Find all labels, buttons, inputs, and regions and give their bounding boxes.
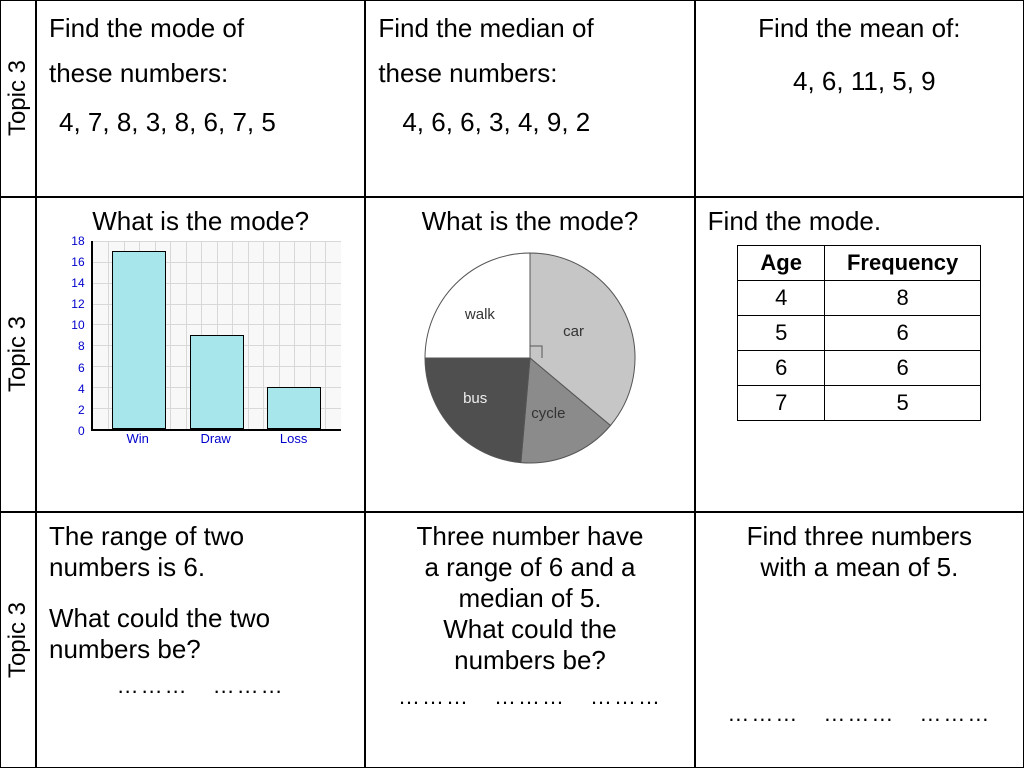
answer-blanks: ……… ……… ……… bbox=[378, 684, 681, 710]
answer-blank: ……… bbox=[398, 684, 470, 710]
answer-blank: ……… bbox=[213, 673, 285, 699]
question-text: Find the mean of: bbox=[708, 13, 1011, 44]
question-title: What is the mode? bbox=[378, 206, 681, 237]
bar-ylabel: 12 bbox=[71, 297, 84, 311]
cell-r3c2: Three number have a range of 6 and a med… bbox=[365, 512, 694, 768]
cell-r1c3: Find the mean of: 4, 6, 11, 5, 9 bbox=[695, 0, 1024, 197]
bar-ylabel: 16 bbox=[71, 255, 84, 269]
question-numbers: 4, 6, 11, 5, 9 bbox=[708, 66, 1011, 97]
question-text: Find the median of bbox=[378, 13, 681, 44]
bar-chart: 024681012141618 WinDrawLoss bbox=[61, 241, 341, 451]
bar-xcats: Win Draw Loss bbox=[91, 431, 341, 451]
bar-ylabel: 0 bbox=[78, 424, 85, 438]
question-text: median of 5. bbox=[378, 583, 681, 614]
question-numbers: 4, 7, 8, 3, 8, 6, 7, 5 bbox=[49, 107, 352, 138]
row-label-text: Topic 3 bbox=[4, 602, 32, 678]
row-label-text: Topic 3 bbox=[4, 316, 32, 392]
question-text: these numbers: bbox=[378, 58, 681, 89]
question-numbers: 4, 6, 6, 3, 4, 9, 2 bbox=[378, 107, 681, 138]
table-cell: 4 bbox=[738, 280, 825, 315]
bar-xlabel: Loss bbox=[267, 431, 321, 451]
question-text: numbers be? bbox=[378, 645, 681, 676]
table-cell: 7 bbox=[738, 385, 825, 420]
table-header: Age bbox=[738, 245, 825, 280]
question-text: Find three numbers bbox=[708, 521, 1011, 552]
table-cell: 6 bbox=[824, 315, 980, 350]
bar-ylabel: 10 bbox=[71, 318, 84, 332]
frequency-table: AgeFrequency 48566675 bbox=[737, 245, 981, 421]
table-cell: 6 bbox=[824, 350, 980, 385]
table-cell: 6 bbox=[738, 350, 825, 385]
table-row: 48 bbox=[738, 280, 981, 315]
question-title: Find the mode. bbox=[708, 206, 1011, 237]
question-text: The range of two bbox=[49, 521, 352, 552]
question-text: What could the two bbox=[49, 603, 352, 634]
question-text: numbers is 6. bbox=[49, 552, 352, 583]
bar-bars bbox=[93, 241, 341, 429]
bar-ylabel: 2 bbox=[78, 403, 85, 417]
cell-r3c1: The range of two numbers is 6. What coul… bbox=[36, 512, 365, 768]
bar-xlabel: Win bbox=[111, 431, 165, 451]
table-row: 75 bbox=[738, 385, 981, 420]
bar-ylabel: 4 bbox=[78, 382, 85, 396]
question-text: Find the mode of bbox=[49, 13, 352, 44]
pie-slice-label: bus bbox=[463, 390, 487, 407]
pie-slice-label: car bbox=[563, 323, 584, 340]
answer-blanks: ……… ……… bbox=[49, 673, 352, 699]
table-header: Frequency bbox=[824, 245, 980, 280]
bar bbox=[190, 335, 244, 429]
row-label-text: Topic 3 bbox=[4, 60, 32, 136]
pie-slice-label: cycle bbox=[531, 405, 565, 422]
table-cell: 5 bbox=[824, 385, 980, 420]
cell-r3c3: Find three numbers with a mean of 5. ………… bbox=[695, 512, 1024, 768]
question-title: What is the mode? bbox=[49, 206, 352, 237]
pie-chart: car cycle bus walk bbox=[415, 243, 645, 473]
table-cell: 8 bbox=[824, 280, 980, 315]
cell-r1c1: Find the mode of these numbers: 4, 7, 8,… bbox=[36, 0, 365, 197]
row-label: Topic 3 bbox=[0, 197, 36, 512]
bar-ylabel: 18 bbox=[71, 234, 84, 248]
row-label: Topic 3 bbox=[0, 0, 36, 197]
question-text: a range of 6 and a bbox=[378, 552, 681, 583]
question-text: these numbers: bbox=[49, 58, 352, 89]
pie-slice-label: walk bbox=[465, 306, 495, 323]
cell-r2c3: Find the mode. AgeFrequency 48566675 bbox=[695, 197, 1024, 512]
answer-blank: ……… bbox=[727, 701, 799, 727]
question-text: numbers be? bbox=[49, 634, 352, 665]
answer-blanks: ……… ……… ……… bbox=[708, 701, 1011, 727]
bar-ylabel: 14 bbox=[71, 276, 84, 290]
table-row: 56 bbox=[738, 315, 981, 350]
bar-yaxis: 024681012141618 bbox=[61, 241, 87, 431]
worksheet-grid: Topic 3 Find the mode of these numbers: … bbox=[0, 0, 1024, 768]
question-text: with a mean of 5. bbox=[708, 552, 1011, 583]
answer-blank: ……… bbox=[590, 684, 662, 710]
bar-xlabel: Draw bbox=[189, 431, 243, 451]
table-cell: 5 bbox=[738, 315, 825, 350]
answer-blank: ……… bbox=[117, 673, 189, 699]
table-row: 66 bbox=[738, 350, 981, 385]
bar-ylabel: 6 bbox=[78, 361, 85, 375]
question-text: Three number have bbox=[378, 521, 681, 552]
pie-slice bbox=[425, 358, 530, 463]
cell-r2c1: What is the mode? 0 2 4 6 8 10 12 14 16 18 Win Dra… bbox=[36, 197, 365, 512]
cell-r1c2: Find the median of these numbers: 4, 6, … bbox=[365, 0, 694, 197]
cell-r2c2: What is the mode? car cycle bus walk bbox=[365, 197, 694, 512]
answer-blank: ……… bbox=[823, 701, 895, 727]
answer-blank: ……… bbox=[919, 701, 991, 727]
answer-blank: ……… bbox=[494, 684, 566, 710]
bar bbox=[267, 387, 321, 429]
row-label: Topic 3 bbox=[0, 512, 36, 768]
bar bbox=[112, 251, 166, 429]
bar-ylabel: 8 bbox=[78, 339, 85, 353]
question-text: What could the bbox=[378, 614, 681, 645]
bar-plot bbox=[91, 241, 341, 431]
